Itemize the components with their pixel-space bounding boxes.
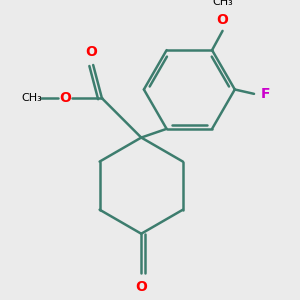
Text: CH₃: CH₃ <box>22 93 42 103</box>
Text: O: O <box>85 45 98 59</box>
Text: O: O <box>135 280 147 294</box>
Text: F: F <box>261 87 271 101</box>
Text: O: O <box>217 14 229 27</box>
Text: O: O <box>59 91 71 105</box>
Text: CH₃: CH₃ <box>212 0 233 7</box>
